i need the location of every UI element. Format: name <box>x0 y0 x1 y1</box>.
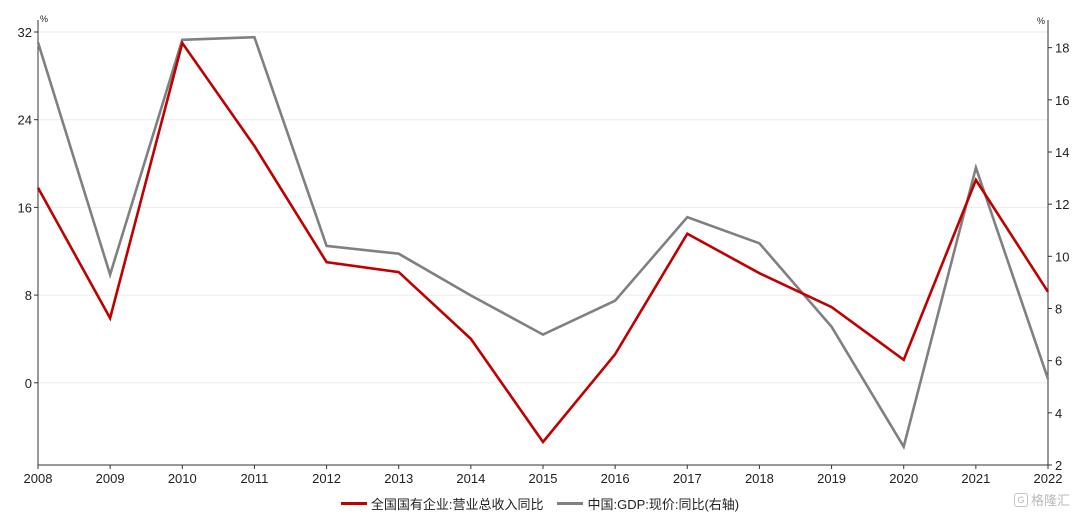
right-tick-label-14: 14 <box>1055 145 1069 160</box>
right-tick-label-6: 6 <box>1055 354 1062 369</box>
legend-item-gdp: 中国:GDP:现价:同比(右轴) <box>557 494 739 513</box>
right-tick-label-4: 4 <box>1055 406 1062 421</box>
left-tick-label-24: 24 <box>18 113 32 128</box>
x-tick-label-2011: 2011 <box>240 471 268 486</box>
right-tick-label-12: 12 <box>1055 197 1069 212</box>
right-tick-label-18: 18 <box>1055 41 1069 56</box>
legend-swatch-gdp <box>557 502 584 505</box>
x-tick-label-2021: 2021 <box>961 471 990 486</box>
x-tick-label-2010: 2010 <box>168 471 197 486</box>
left-tick-label-8: 8 <box>25 288 32 303</box>
x-tick-label-2016: 2016 <box>601 471 630 486</box>
grid-lines <box>38 31 1048 384</box>
x-tick-label-2009: 2009 <box>96 471 125 486</box>
left-tick-label-0: 0 <box>25 376 32 391</box>
g-logo-icon: G <box>1013 492 1028 507</box>
right-tick-label-16: 16 <box>1055 93 1069 108</box>
right-tick-label-2: 2 <box>1055 458 1062 473</box>
left-tick-label-32: 32 <box>18 25 32 40</box>
legend-swatch-revenue <box>340 502 367 505</box>
x-tick-label-2013: 2013 <box>384 471 413 486</box>
x-tick-label-2012: 2012 <box>312 471 341 486</box>
x-tick-label-2019: 2019 <box>817 471 846 486</box>
x-tick-label-2017: 2017 <box>673 471 702 486</box>
x-tick-label-2018: 2018 <box>745 471 774 486</box>
legend-label-revenue: 全国国有企业:营业总收入同比 <box>370 497 544 512</box>
watermark: G 格隆汇 <box>1013 490 1070 509</box>
x-tick-label-2015: 2015 <box>529 471 558 486</box>
x-tick-label-2014: 2014 <box>456 471 485 486</box>
x-tick-label-2022: 2022 <box>1034 471 1063 486</box>
legend-item-revenue: 全国国有企业:营业总收入同比 <box>340 494 544 513</box>
x-tick-label-2020: 2020 <box>889 471 918 486</box>
series-line-revenue <box>36 39 1050 445</box>
legend-label-gdp: 中国:GDP:现价:同比(右轴) <box>587 497 740 512</box>
x-tick-label-2008: 2008 <box>24 471 53 486</box>
left-axis-unit: % <box>40 14 48 24</box>
right-tick-label-10: 10 <box>1055 249 1069 264</box>
right-axis-unit: % <box>1037 16 1045 26</box>
left-tick-label-16: 16 <box>18 200 32 215</box>
legend: 全国国有企业:营业总收入同比 中国:GDP:现价:同比(右轴) <box>0 494 1080 513</box>
right-tick-label-8: 8 <box>1055 301 1062 316</box>
series-line-gdp <box>36 35 1050 451</box>
series-lines <box>36 35 1050 451</box>
watermark-text: 格隆汇 <box>1030 493 1070 508</box>
